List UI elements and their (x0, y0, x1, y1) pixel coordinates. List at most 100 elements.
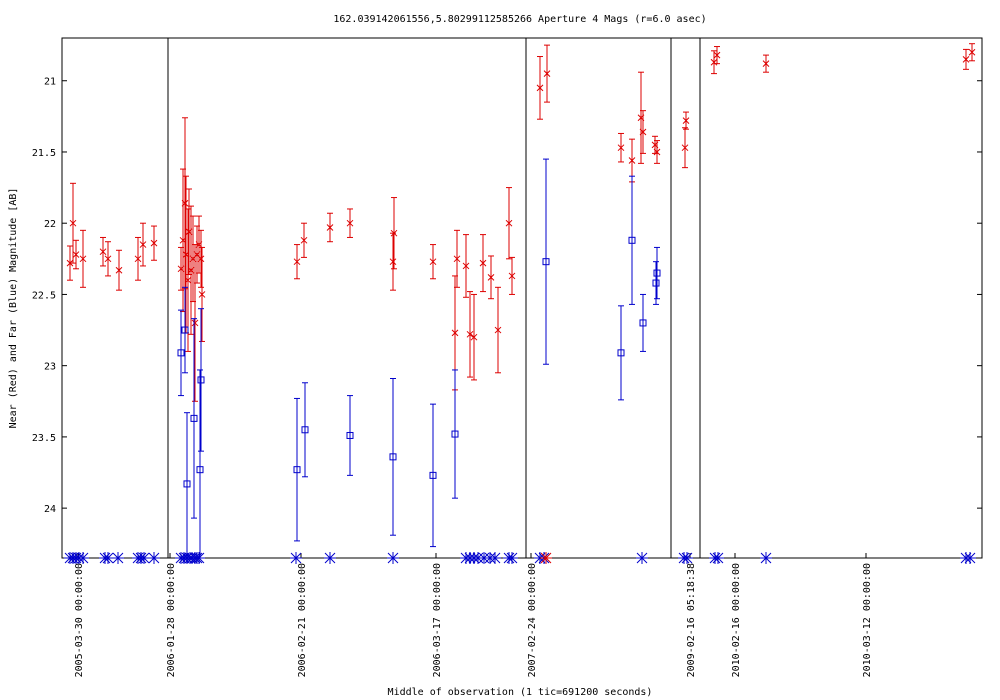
far-point (653, 246, 661, 300)
far-point (451, 369, 459, 499)
far-marker (652, 279, 660, 287)
upper-limit-markers (64, 552, 976, 564)
near-marker (429, 258, 437, 266)
near-marker (72, 251, 80, 258)
far-marker (181, 326, 189, 334)
far-upper-limit (387, 552, 399, 564)
near-marker (617, 144, 625, 152)
far-marker (177, 349, 185, 357)
near-point (543, 44, 551, 103)
segment-dividers (167, 38, 701, 558)
near-marker (639, 128, 647, 136)
near-point (617, 132, 625, 163)
near-point (508, 256, 516, 295)
near-marker (184, 276, 192, 284)
far-point (542, 158, 550, 365)
near-point (139, 222, 147, 267)
far-upper-limit (712, 552, 724, 564)
near-point (390, 197, 398, 270)
near-point (682, 111, 690, 130)
near-point (69, 182, 77, 264)
near-point (710, 50, 718, 75)
near-point (115, 249, 123, 291)
near-point (453, 229, 461, 288)
far-point (177, 309, 185, 397)
near-marker (134, 255, 142, 263)
chart-title: 162.039142061556,5.80299112585266 Apertu… (333, 14, 706, 25)
y-tick-label: 21 (44, 77, 56, 88)
far-point (293, 397, 301, 542)
near-upper-limit (540, 552, 552, 564)
far-marker (628, 236, 636, 244)
near-marker (713, 51, 721, 59)
y-tick-label: 21.5 (32, 148, 56, 159)
far-marker (617, 349, 625, 357)
near-point (300, 222, 308, 258)
near-point (198, 246, 206, 342)
near-point (150, 225, 158, 261)
near-point (681, 127, 689, 169)
far-marker (653, 269, 661, 277)
near-point (653, 140, 661, 164)
far-marker (190, 414, 198, 422)
near-marker (150, 239, 158, 247)
near-point (104, 241, 112, 277)
near-point (72, 239, 80, 270)
near-marker (451, 329, 459, 337)
near-point (713, 46, 721, 65)
near-point (487, 255, 495, 300)
far-marker (542, 258, 550, 266)
near-marker (470, 333, 478, 341)
x-axis: 2005-03-30 00:00:00 2006-01-28 00:00:00 20… (74, 553, 873, 677)
far-marker (639, 319, 647, 327)
near-marker (99, 248, 107, 256)
x-axis-label: Middle of observation (1 tic=691200 seco… (388, 687, 653, 698)
far-upper-limit (193, 552, 205, 564)
plot-border (61, 37, 983, 559)
x-tick-label: 2005-03-30 00:00:00 (74, 563, 85, 677)
near-point (429, 244, 437, 280)
near-marker (494, 326, 502, 334)
near-marker (191, 319, 199, 327)
near-marker (389, 258, 397, 266)
far-marker (451, 430, 459, 438)
near-point (762, 54, 770, 73)
far-upper-limit (324, 552, 336, 564)
far-marker (183, 480, 191, 488)
far-upper-limit (77, 552, 89, 564)
near-marker (69, 219, 77, 227)
far-upper-limit (138, 552, 150, 564)
y-axis: 21 21.5 22 22.5 23 23.5 24 (32, 77, 982, 515)
far-marker (389, 453, 397, 461)
far-upper-limit (760, 552, 772, 564)
near-marker (543, 70, 551, 77)
far-upper-limit (489, 552, 501, 564)
far-upper-limit (506, 552, 518, 564)
far-point (628, 175, 636, 305)
near-marker (466, 330, 474, 338)
near-marker (962, 56, 970, 63)
near-point (968, 43, 976, 62)
far-point (617, 305, 625, 401)
near-point (639, 110, 647, 154)
near-marker (326, 224, 334, 231)
near-marker (390, 229, 398, 237)
near-marker (479, 259, 487, 267)
near-marker (197, 255, 205, 263)
near-marker (682, 117, 690, 124)
near-marker (453, 255, 461, 263)
near-marker (536, 84, 544, 92)
near-point (536, 56, 544, 120)
near-point (191, 244, 199, 402)
near-point (293, 244, 301, 280)
near-point (466, 291, 474, 378)
far-marker (301, 426, 309, 434)
far-marker (196, 466, 204, 474)
near-point (479, 234, 487, 293)
near-marker (681, 144, 689, 152)
x-tick-label: 2006-02-21 00:00:00 (297, 563, 308, 677)
far-marker (346, 431, 354, 439)
x-tick-label: 2006-01-28 00:00:00 (166, 563, 177, 677)
